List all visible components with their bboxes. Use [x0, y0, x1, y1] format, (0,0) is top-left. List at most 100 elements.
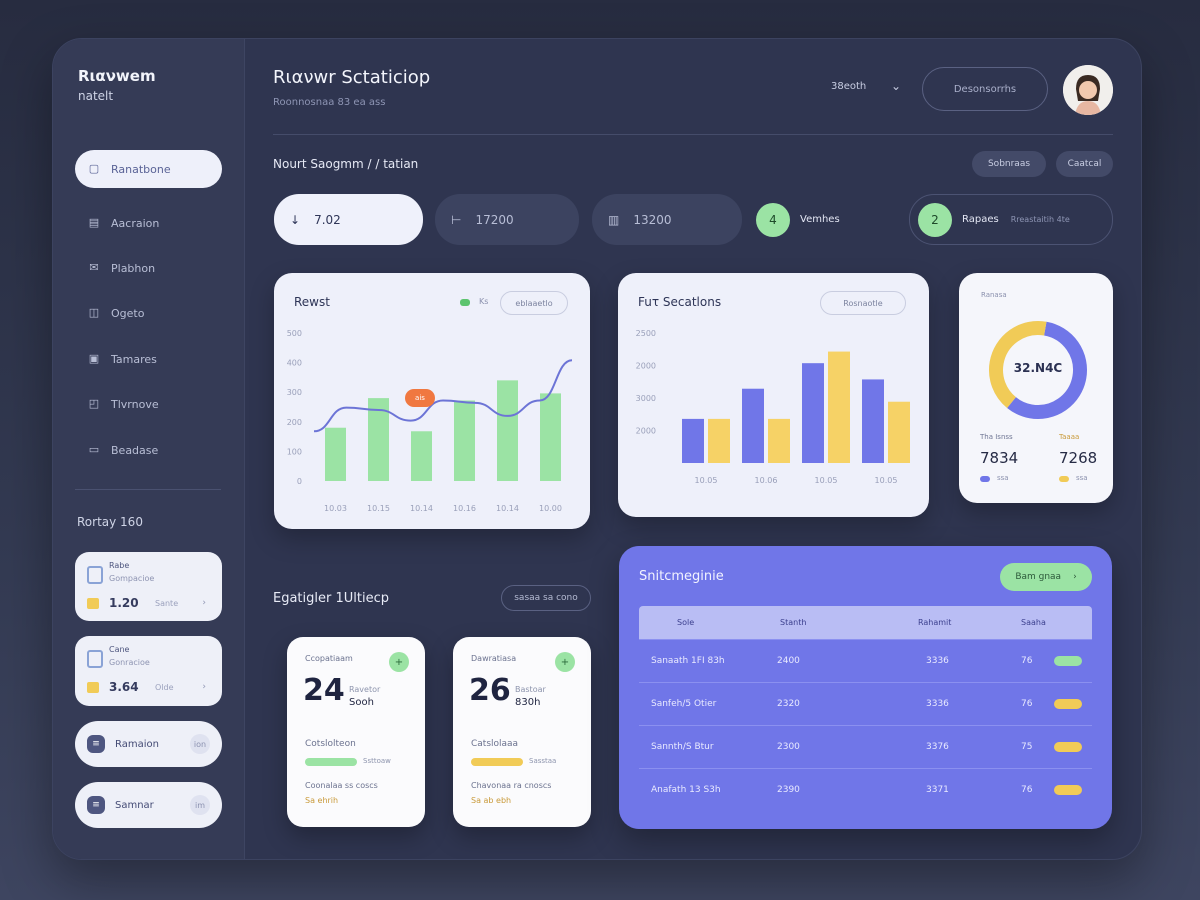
card-subtitle: Gompacioe: [109, 574, 155, 583]
pill-action[interactable]: im: [190, 795, 210, 815]
bar: [888, 401, 910, 463]
kpi-label: Dawratiasa: [471, 654, 517, 663]
chevron-down-icon[interactable]: ⌄: [891, 79, 902, 93]
y-tick-label: 0: [297, 477, 302, 486]
donut-center-value: 32.N4C: [1013, 361, 1063, 375]
sidebar-item-ogeto[interactable]: ◫ Ogeto: [75, 294, 222, 332]
column-header[interactable]: Stanth: [780, 618, 807, 627]
status-square: [87, 598, 99, 609]
header-filter[interactable]: 38eoth: [831, 81, 867, 92]
cell-value: 76: [1021, 699, 1033, 709]
card-action-button[interactable]: Rosnaotle: [820, 291, 906, 315]
donut-chart-card: Ranasa 32.N4C Tha Isnss Taaaa 7834 7268 …: [959, 273, 1113, 503]
cell-value: 2400: [777, 656, 800, 666]
kpi-card[interactable]: Ccopatiaam + 24 Ravetor Sooh Cotslolteon…: [287, 637, 425, 827]
kpi-footnote: Coonalaa ss coscs: [305, 781, 378, 790]
bar: [540, 393, 561, 481]
series-line: [313, 359, 573, 433]
table-title: Snitcmeginie: [639, 569, 724, 584]
bars-icon: ▥: [608, 212, 620, 227]
line-chart-card: Rewst Ks eblaaetlo 0 100 200 300 400 500 10.03…: [274, 273, 590, 529]
x-tick-label: 10.06: [755, 476, 778, 485]
stat-badge[interactable]: 4 Vemhes: [756, 194, 908, 245]
card-action-button[interactable]: eblaaetlo: [500, 291, 568, 315]
y-tick-label: 3000: [636, 394, 656, 403]
cell-value: 3371: [926, 785, 949, 795]
chip-button[interactable]: Caatcal: [1056, 151, 1113, 177]
kpi-footnote-accent: Sa ehrih: [305, 796, 339, 805]
table-row[interactable]: Sanfeh/5 Otier 2320 3336 76: [639, 682, 1092, 725]
folder-icon: ◰: [88, 397, 100, 410]
sidebar-item-plabhon[interactable]: ✉ Plabhon: [75, 249, 222, 287]
pill-label: Samnar: [115, 799, 154, 811]
badge-count: 4: [756, 202, 790, 237]
sidebar-item-label: Tamares: [111, 352, 157, 366]
sidebar-pill[interactable]: ≡ Ramaion ion: [75, 721, 222, 767]
document-icon: ▤: [88, 216, 100, 229]
x-tick-label: 10.03: [324, 504, 347, 513]
y-tick-label: 500: [287, 329, 302, 338]
legend-swatch: [460, 299, 470, 306]
cell-name: Sanaath 1FI 83h: [651, 656, 725, 666]
breadcrumb[interactable]: Nourt Saogmm / / tatian: [273, 157, 419, 171]
badge-note: Rreastaitih 4te: [1010, 215, 1070, 224]
sidebar-pill[interactable]: ≡ Samnar im: [75, 782, 222, 828]
stat-badge[interactable]: 2 Rapaes Rreastaitih 4te: [909, 194, 1113, 245]
bar: [325, 427, 346, 481]
bar: [828, 351, 850, 463]
pill-label: Ramaion: [115, 738, 159, 750]
x-tick-label: 10.05: [815, 476, 838, 485]
plus-icon[interactable]: +: [389, 652, 409, 672]
plus-icon[interactable]: +: [555, 652, 575, 672]
status-pill: [1054, 656, 1082, 666]
bar: [454, 400, 475, 481]
sidebar-item-ranatbone[interactable]: ▢ Ranatbone: [75, 150, 222, 188]
sidebar-item-tamares[interactable]: ▣ Tamares: [75, 340, 222, 378]
avatar[interactable]: [1063, 65, 1113, 115]
sidebar-item-aacraion[interactable]: ▤ Aacraion: [75, 204, 222, 242]
cell-value: 2300: [777, 742, 800, 752]
column-header[interactable]: Saaha: [1021, 618, 1046, 627]
card-unit: Olde: [155, 683, 174, 692]
section-action-button[interactable]: sasaa sa cono: [501, 585, 591, 611]
bar: [368, 398, 389, 481]
y-tick-label: 2000: [636, 427, 656, 436]
donut-value: 7268: [1059, 449, 1098, 467]
sidebar-item-tlvrnove[interactable]: ◰ Tlvrnove: [75, 385, 222, 423]
chevron-right-icon[interactable]: ›: [202, 682, 206, 692]
kpi-unit: Bastoar: [515, 685, 546, 694]
page-title: Rιανwr Sctaticiop: [273, 67, 431, 88]
sidebar-item-beadase[interactable]: ▭ Beadase: [75, 431, 222, 469]
grouped-bar-chart: 2000 3000 2000 2500 10.05 10.06 10.05 10.05: [636, 329, 910, 485]
table-row[interactable]: Anafath 13 S3h 2390 3371 76: [639, 768, 1092, 811]
bar-chart-card: Fuτ Secatlons Rosnaotle 2000 3000 2000 2500…: [618, 273, 929, 517]
table-row[interactable]: Sannth/S Btur 2300 3376 75: [639, 725, 1092, 768]
chart-icon: ⊢: [451, 212, 462, 227]
column-header[interactable]: Sole: [677, 618, 695, 627]
donut-slice: [989, 321, 1087, 420]
chip-button[interactable]: Sobnraas: [972, 151, 1046, 177]
column-header[interactable]: Rahamit: [918, 618, 952, 627]
legend-label: Ks: [479, 297, 489, 306]
kpi-value: 24: [303, 673, 345, 708]
donut-label: Taaaa: [1059, 433, 1080, 441]
chart-callout: ais: [405, 389, 435, 407]
pill-action[interactable]: ion: [190, 734, 210, 754]
bar: [742, 388, 764, 463]
main-content: Rιανwr Sctaticiop Roonnosnaa 83 ea ass 3…: [245, 39, 1141, 859]
y-tick-label: 2500: [636, 329, 656, 338]
bar: [497, 380, 518, 481]
kpi-card[interactable]: Dawratiasa + 26 Bastoar 830h Catslolaaa …: [453, 637, 591, 827]
table-action-button[interactable]: Bam gnaa ›: [1000, 563, 1092, 591]
kpi-progress-bar: [305, 758, 357, 766]
sidebar-card[interactable]: Rabe Gompacioe 1.20 Sante ›: [75, 552, 222, 621]
search-input[interactable]: Desonsorrhs: [922, 67, 1048, 111]
stat-pill[interactable]: ↓ 7.02: [274, 194, 423, 245]
status-square: [87, 682, 99, 693]
table-row[interactable]: Sanaath 1FI 83h 2400 3336 76: [639, 639, 1092, 682]
chevron-right-icon[interactable]: ›: [202, 598, 206, 608]
sidebar-card[interactable]: Cane Gonracioe 3.64 Olde ›: [75, 636, 222, 706]
stat-pill[interactable]: ⊢ 17200: [435, 194, 579, 245]
card-title: Rabe: [109, 561, 130, 570]
stat-pill[interactable]: ▥ 13200: [592, 194, 742, 245]
